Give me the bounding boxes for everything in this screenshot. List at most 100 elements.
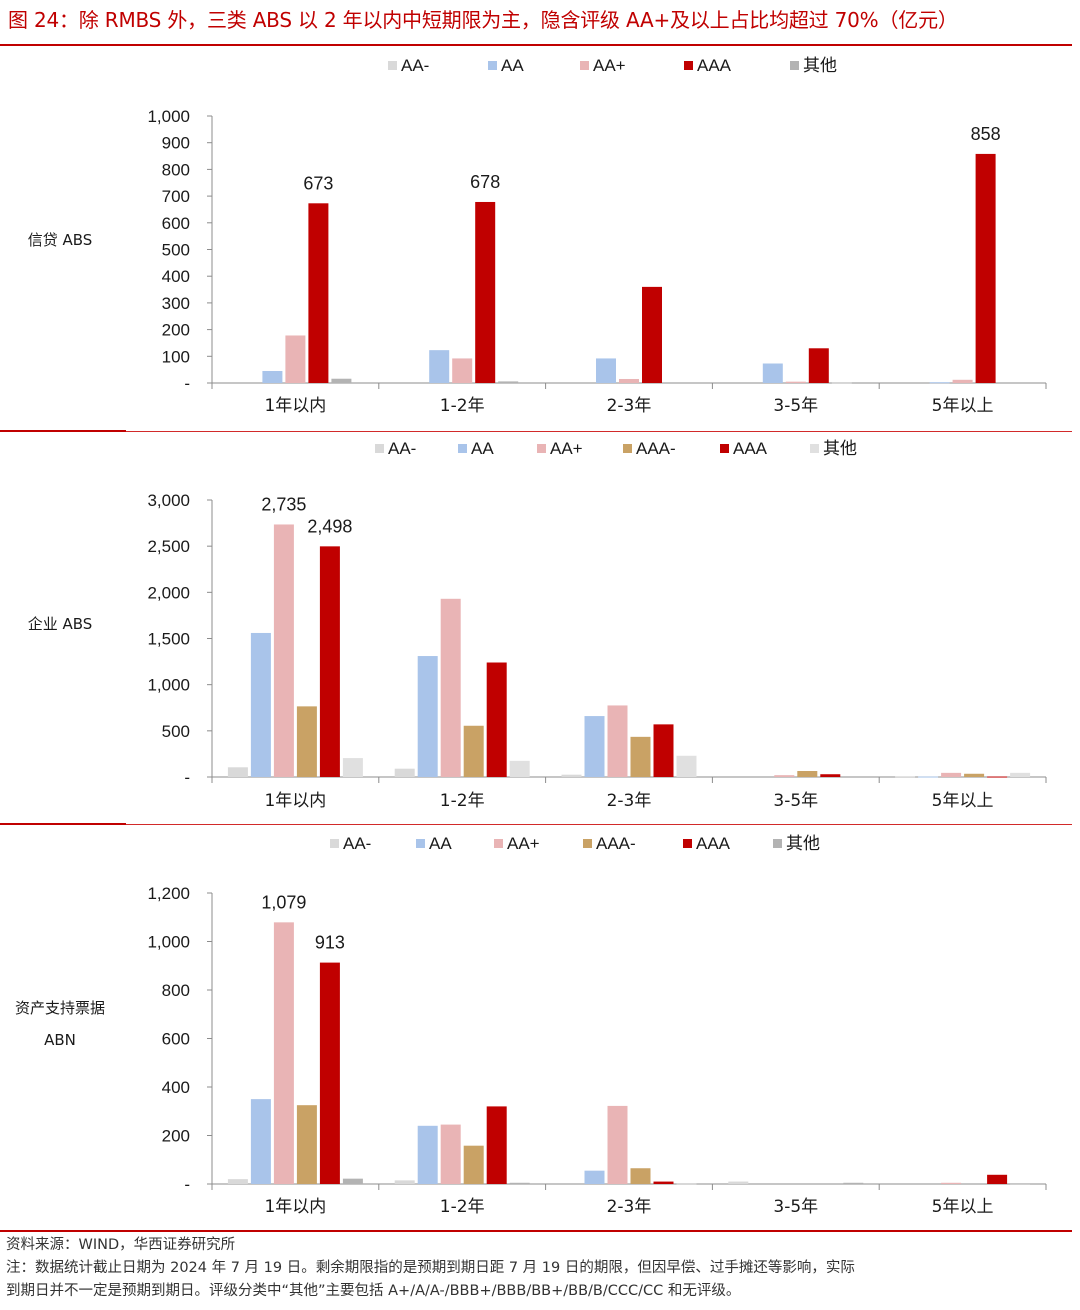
bar-AA+ xyxy=(607,705,628,777)
panel-credit-abs: 信贷 ABS AA- AA AA+ AAA 其他 - 100 200 300 400 500 600 7… xyxy=(0,48,1080,432)
legend-swatch xyxy=(790,61,799,70)
y-tick-label: 2,500 xyxy=(147,537,190,556)
bar-AA xyxy=(584,716,605,777)
panel-divider-accent xyxy=(0,430,126,432)
bar-AA- xyxy=(895,776,916,778)
legend-swatch xyxy=(388,61,397,70)
bar-AA+ xyxy=(285,335,306,383)
bar-其他 xyxy=(342,1178,363,1184)
bar-AAA xyxy=(820,774,841,777)
y-tick-label: 400 xyxy=(162,1078,190,1097)
bar-其他 xyxy=(676,755,697,777)
x-category-label: 1-2年 xyxy=(440,396,485,416)
legend-label: AAA- xyxy=(636,439,676,458)
bar-AA xyxy=(929,382,950,384)
legend-label: AAA xyxy=(697,56,732,75)
legend-swatch xyxy=(720,444,729,453)
legend-label: AA xyxy=(429,834,452,853)
legend-label: 其他 xyxy=(786,834,820,853)
footer-rule xyxy=(0,1230,1072,1232)
x-category-label: 3-5年 xyxy=(773,791,818,811)
legend-swatch xyxy=(623,444,632,453)
legend-label: AA- xyxy=(401,56,429,75)
x-category-label: 2-3年 xyxy=(607,1197,652,1217)
x-category-label: 2-3年 xyxy=(607,791,652,811)
legend-label: AA- xyxy=(388,439,416,458)
bar-AA- xyxy=(728,1181,749,1184)
bar-AA xyxy=(250,1099,271,1184)
bar-AA- xyxy=(227,1179,248,1184)
panel-enterprise-abs: 企业 ABS AA- AA AA+ AAA- AAA 其他 - 500 1,000 1,500 2,… xyxy=(0,434,1080,824)
bar-chart-abn: AA- AA AA+ AAA- AAA 其他 - 200 400 600 800 1,000 1,200… xyxy=(147,834,1047,1217)
bar-AA xyxy=(250,632,271,777)
legend-swatch xyxy=(580,61,589,70)
legend-swatch xyxy=(375,444,384,453)
footnote-line-1: 注：数据统计截止日期为 2024 年 7 月 19 日。剩余期限指的是预期到期日… xyxy=(6,1260,855,1276)
panel-label-line: 企业 ABS xyxy=(27,615,93,633)
bar-AAA- xyxy=(797,770,818,777)
bar-AAA xyxy=(987,1174,1008,1184)
legend-swatch xyxy=(810,444,819,453)
data-label: 678 xyxy=(470,172,500,192)
y-tick-label: 1,000 xyxy=(147,107,190,126)
bar-AA- xyxy=(227,767,248,777)
bar-AA xyxy=(918,776,939,778)
bar-AAA xyxy=(486,1106,507,1184)
legend-label: AAA xyxy=(733,439,768,458)
bar-chart-enterprise-abs: AA- AA AA+ AAA- AAA 其他 - 500 1,000 1,500 2,000 2,50… xyxy=(147,439,1047,811)
bar-AA xyxy=(262,370,283,383)
bar-AAA xyxy=(653,724,674,777)
bar-AAA xyxy=(808,348,829,383)
bar-AA xyxy=(417,1125,438,1184)
data-label: 1,079 xyxy=(261,892,306,912)
bar-AAA- xyxy=(630,1168,651,1184)
y-tick-label: 700 xyxy=(162,187,190,206)
legend-label: AA+ xyxy=(550,439,583,458)
panel-label: 企业 ABS xyxy=(0,608,120,640)
y-tick-label: 200 xyxy=(162,1127,190,1146)
y-tick-label: 1,000 xyxy=(147,676,190,695)
source-note: 资料来源：WIND，华西证券研究所 xyxy=(6,1237,236,1253)
legend-swatch xyxy=(416,839,425,848)
legend-label: AAA xyxy=(696,834,731,853)
y-tick-label: 800 xyxy=(162,160,190,179)
x-category-label: 1年以内 xyxy=(264,396,326,416)
y-tick-label: 500 xyxy=(162,241,190,260)
bar-AA+ xyxy=(440,1124,461,1184)
bar-其他 xyxy=(831,382,852,384)
bar-AAA xyxy=(653,1181,674,1184)
y-tick-label: 3,000 xyxy=(147,491,190,510)
footer: 资料来源：WIND，华西证券研究所 注：数据统计截止日期为 2024 年 7 月… xyxy=(6,1234,1072,1303)
legend-label: AA xyxy=(471,439,494,458)
data-label: 673 xyxy=(303,173,333,193)
bar-AA+ xyxy=(941,1182,962,1184)
bar-AAA xyxy=(319,546,340,777)
bar-AA+ xyxy=(774,775,795,777)
y-tick-label: 400 xyxy=(162,267,190,286)
y-tick-label: 800 xyxy=(162,981,190,1000)
x-category-label: 5年以上 xyxy=(932,791,994,811)
legend-swatch xyxy=(684,61,693,70)
panel-abn: 资产支持票据 ABN AA- AA AA+ AAA- AAA 其他 - 200 400 600 80… xyxy=(0,828,1080,1228)
bar-其他 xyxy=(1010,1183,1031,1185)
bar-AA xyxy=(596,358,616,383)
bar-其他 xyxy=(1010,772,1031,777)
panel-divider-accent xyxy=(0,823,126,825)
legend-swatch xyxy=(583,839,592,848)
legend-label: 其他 xyxy=(803,56,837,75)
bar-AAA- xyxy=(463,1145,484,1184)
y-tick-label: 1,000 xyxy=(147,933,190,952)
panel-divider xyxy=(0,824,1072,825)
legend-label: 其他 xyxy=(823,439,857,458)
x-category-label: 3-5年 xyxy=(773,396,818,416)
bar-AAA xyxy=(475,201,496,383)
panel-label-line: 信贷 ABS xyxy=(27,231,93,249)
bar-其他 xyxy=(676,1183,697,1185)
bar-chart-credit-abs: AA- AA AA+ AAA 其他 - 100 200 300 400 500 600 700 800 90… xyxy=(147,56,1047,416)
y-tick-label: 2,000 xyxy=(147,583,190,602)
figure-title: 图 24：除 RMBS 外，三类 ABS 以 2 年以内中短期限为主，隐含评级 … xyxy=(8,8,958,32)
y-tick-label: 200 xyxy=(162,321,190,340)
bar-其他 xyxy=(843,1182,864,1184)
x-category-label: 1年以内 xyxy=(264,1197,326,1217)
bar-AAA xyxy=(319,962,340,1184)
